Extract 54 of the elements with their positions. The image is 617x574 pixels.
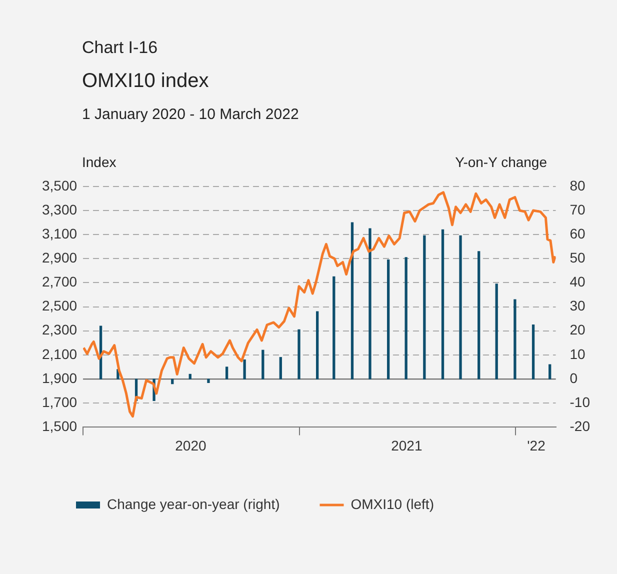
bar <box>548 364 552 380</box>
bar <box>387 260 390 380</box>
bar <box>332 276 336 380</box>
bar <box>404 257 408 380</box>
bar <box>207 378 210 383</box>
legend-label: Change year-on-year (right) <box>107 496 280 512</box>
x-tick-label: 2021 <box>391 437 422 454</box>
y-tick-label: 3,100 <box>42 225 78 242</box>
y-tick-label: 2,300 <box>42 322 78 338</box>
bar <box>262 350 264 380</box>
y2-tick-label: 50 <box>570 250 586 266</box>
bar <box>350 222 354 380</box>
y2-tick-label: 40 <box>570 274 586 290</box>
bar <box>478 251 480 380</box>
bar <box>532 324 535 380</box>
chart-subtitle: 1 January 2020 - 10 March 2022 <box>82 106 299 123</box>
bar <box>368 228 372 380</box>
bar <box>279 357 282 380</box>
bar <box>188 374 192 380</box>
bar <box>495 284 498 380</box>
y2-tick-label: -20 <box>570 418 590 434</box>
y-tick-label: 1,500 <box>42 418 78 434</box>
legend-label: OMXI10 (left) <box>350 496 434 512</box>
y-tick-label: 1,700 <box>42 394 78 410</box>
bar <box>225 366 228 380</box>
bar <box>459 235 462 380</box>
y2-tick-label: 70 <box>570 201 586 218</box>
y-tick-label: 3,500 <box>42 177 78 194</box>
text: Chart I-16 <box>82 38 158 58</box>
y-tick-label: 2,100 <box>42 346 78 362</box>
bar <box>298 329 300 380</box>
y2-tick-label: 30 <box>570 298 586 314</box>
bar <box>243 359 246 380</box>
bar <box>514 299 516 380</box>
y-tick-label: 2,700 <box>42 274 78 290</box>
x-tick-label: '22 <box>527 437 546 454</box>
y-tick-label: 1,900 <box>42 370 78 386</box>
bar <box>441 229 444 380</box>
y2-tick-label: 80 <box>570 177 586 194</box>
chart-title: OMXI10 index <box>82 70 209 93</box>
bar <box>171 378 174 384</box>
y-tick-label: 3,300 <box>42 201 78 218</box>
bar <box>423 235 426 380</box>
y2-tick-label: 20 <box>570 322 586 338</box>
y-tick-label: 2,900 <box>42 250 78 266</box>
y2-tick-label: 60 <box>570 225 586 242</box>
bar <box>316 311 319 380</box>
y-axis-title: Index <box>82 154 116 170</box>
y2-tick-label: 10 <box>570 346 586 362</box>
y-tick-label: 2,500 <box>42 298 78 314</box>
x-tick-label: 2020 <box>175 437 206 454</box>
y2-tick-label: -10 <box>570 394 590 410</box>
y2-axis-title: Y-on-Y change <box>455 154 547 170</box>
y2-tick-label: 0 <box>570 370 578 386</box>
